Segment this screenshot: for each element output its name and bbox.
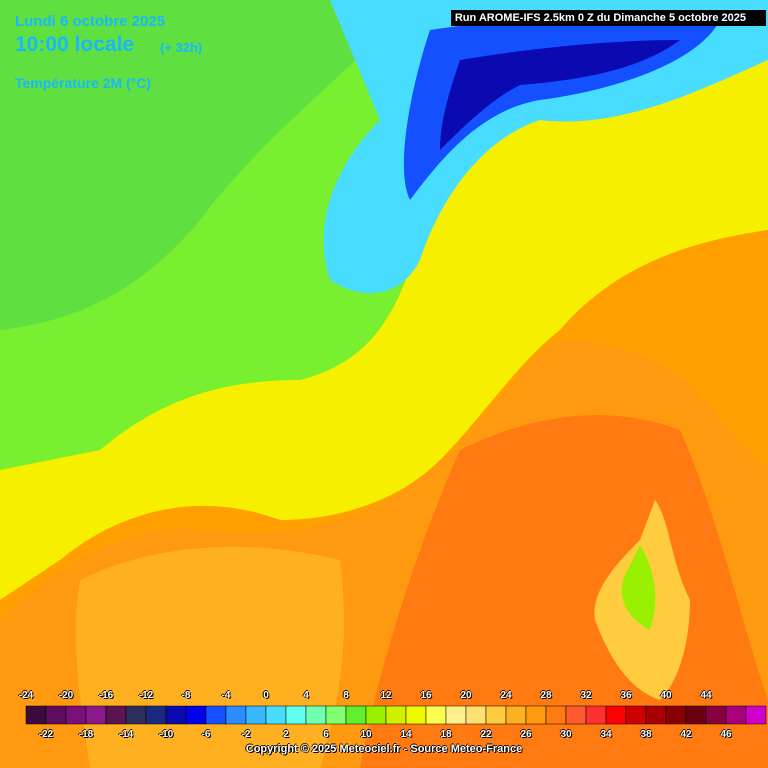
colorbar-label: 34 — [600, 729, 612, 740]
run-info: Run AROME-IFS 2.5km 0 Z du Dimanche 5 oc… — [450, 10, 766, 26]
color-swatch — [105, 705, 127, 725]
color-swatch — [365, 705, 387, 725]
color-swatch — [325, 705, 347, 725]
colorbar-label: 20 — [460, 690, 472, 701]
color-swatch — [605, 705, 627, 725]
parameter: Température 2M (°C) — [15, 75, 152, 91]
color-swatch — [545, 705, 567, 725]
colorbar-label: -8 — [181, 690, 191, 701]
colorbar-label: 38 — [640, 729, 652, 740]
color-swatch — [465, 705, 487, 725]
colorbar-label: -10 — [158, 729, 174, 740]
color-swatch — [65, 705, 87, 725]
colorbar-label: -6 — [201, 729, 211, 740]
colorbar-label: 28 — [540, 690, 552, 701]
color-swatch — [45, 705, 67, 725]
colorbar-label: 22 — [480, 729, 492, 740]
colorbar-label: -14 — [118, 729, 134, 740]
color-swatch — [645, 705, 667, 725]
colorbar-label: 16 — [420, 690, 432, 701]
color-swatch — [585, 705, 607, 725]
color-swatch — [665, 705, 687, 725]
colorbar-label: -20 — [58, 690, 74, 701]
colorbar-label: 10 — [360, 729, 372, 740]
colorbar-label: 18 — [440, 729, 452, 740]
colorbar — [25, 705, 767, 725]
color-swatch — [485, 705, 507, 725]
corsica-mountains — [621, 545, 656, 630]
lead-time: (+ 32h) — [160, 40, 203, 55]
color-swatch — [745, 705, 767, 725]
colorbar-label: 0 — [263, 690, 269, 701]
colorbar-label: 32 — [580, 690, 592, 701]
colorbar-label: 4 — [303, 690, 309, 701]
colorbar-label: -18 — [78, 729, 94, 740]
color-swatch — [225, 705, 247, 725]
colorbar-label: 42 — [680, 729, 692, 740]
color-swatch — [345, 705, 367, 725]
color-swatch — [285, 705, 307, 725]
time: 10:00 locale — [15, 33, 135, 56]
color-swatch — [565, 705, 587, 725]
color-swatch — [125, 705, 147, 725]
colorbar-label: -2 — [241, 729, 251, 740]
colorbar-label: 8 — [343, 690, 349, 701]
color-swatch — [165, 705, 187, 725]
colorbar-label: 36 — [620, 690, 632, 701]
color-swatch — [265, 705, 287, 725]
color-swatch — [85, 705, 107, 725]
colorbar-label: 46 — [720, 729, 732, 740]
alps-coldest — [440, 40, 680, 150]
color-swatch — [145, 705, 167, 725]
color-swatch — [525, 705, 547, 725]
color-swatch — [205, 705, 227, 725]
color-swatch — [305, 705, 327, 725]
color-swatch — [685, 705, 707, 725]
colorbar-label: 44 — [700, 690, 712, 701]
copyright: Copyright © 2025 Meteociel.fr - Source M… — [245, 743, 523, 755]
color-swatch — [25, 705, 47, 725]
colorbar-label: 26 — [520, 729, 532, 740]
colorbar-label: -4 — [221, 690, 231, 701]
colorbar-label: 2 — [283, 729, 289, 740]
color-swatch — [625, 705, 647, 725]
colorbar-label: 24 — [500, 690, 512, 701]
colorbar-label: 6 — [323, 729, 329, 740]
color-swatch — [245, 705, 267, 725]
color-swatch — [725, 705, 747, 725]
colorbar-label: -24 — [18, 690, 34, 701]
color-swatch — [425, 705, 447, 725]
colorbar-label: 40 — [660, 690, 672, 701]
color-swatch — [505, 705, 527, 725]
colorbar-label: -22 — [38, 729, 54, 740]
colorbar-label: -12 — [138, 690, 154, 701]
colorbar-label: 30 — [560, 729, 572, 740]
color-swatch — [705, 705, 727, 725]
date: Lundi 6 octobre 2025 — [15, 13, 166, 30]
green-dark-zone — [0, 0, 420, 330]
color-swatch — [405, 705, 427, 725]
colorbar-label: -16 — [98, 690, 114, 701]
color-swatch — [385, 705, 407, 725]
color-swatch — [185, 705, 207, 725]
colorbar-label: 12 — [380, 690, 392, 701]
colorbar-label: 14 — [400, 729, 412, 740]
color-swatch — [445, 705, 467, 725]
